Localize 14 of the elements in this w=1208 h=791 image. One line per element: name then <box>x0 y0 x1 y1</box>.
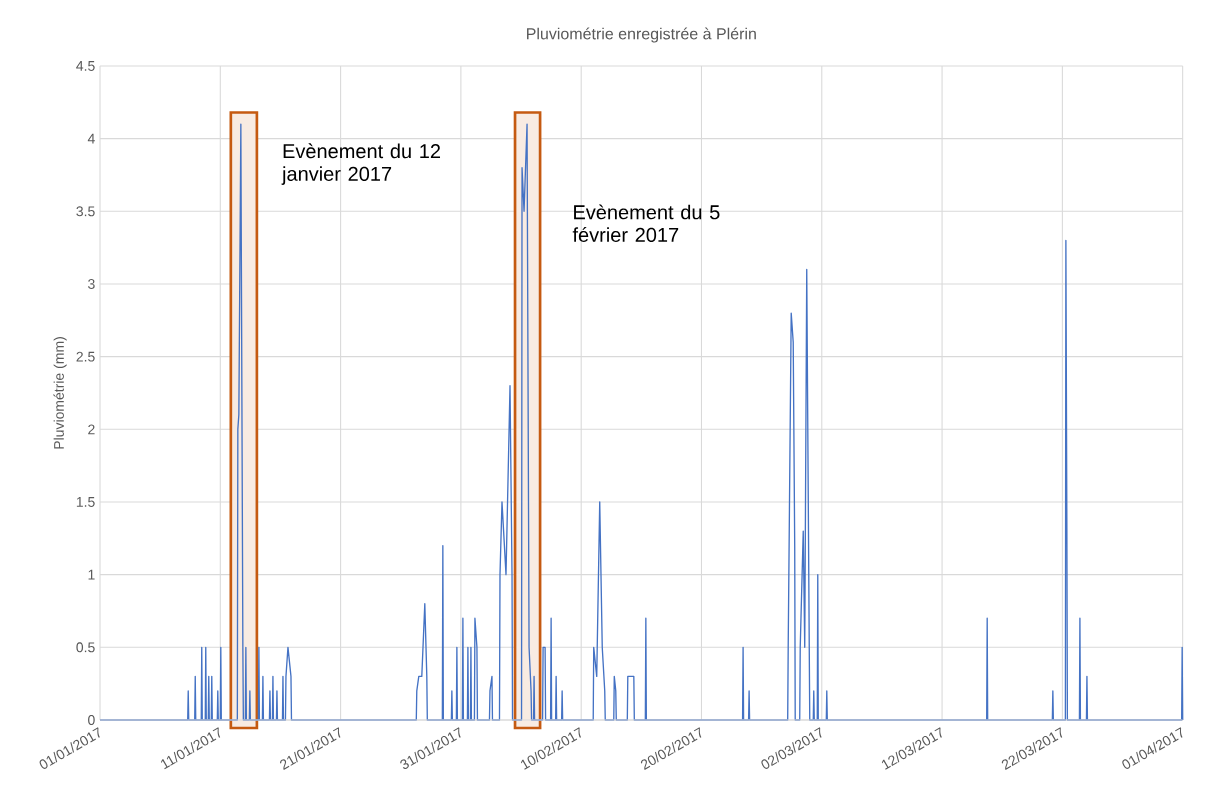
y-tick-label: 4.5 <box>76 61 95 71</box>
y-tick-label: 1.5 <box>76 497 95 507</box>
y-tick-label: 3.5 <box>76 206 95 217</box>
y-tick-label: 3 <box>88 279 95 289</box>
y-tick-label: 4 <box>87 133 95 144</box>
y-tick-label: 1 <box>88 569 95 580</box>
y-tick-label: 2 <box>88 424 95 435</box>
y-axis-title: Pluviométrie (mm) <box>53 337 67 449</box>
y-tick-label: 0.5 <box>76 642 95 653</box>
chart-title: Pluviométrie enregistrée à Plérin <box>527 27 756 43</box>
band-label: Evènement du 12 janvier 2017 <box>281 143 441 185</box>
y-tick-label: 0 <box>88 715 95 725</box>
y-tick-label: 2.5 <box>76 351 95 362</box>
band-label: Evènement du 5 février 2017 <box>572 204 720 242</box>
